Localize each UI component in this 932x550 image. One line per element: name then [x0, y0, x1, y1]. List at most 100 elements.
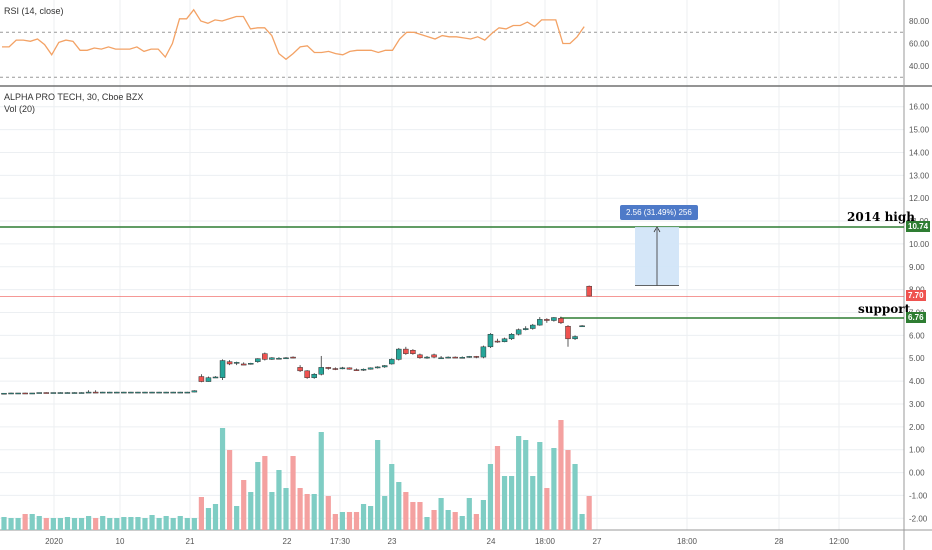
- time-axis-label: 17:30: [330, 537, 351, 546]
- candle-body: [424, 356, 430, 359]
- volume-bar: [382, 496, 388, 530]
- volume-bar: [177, 516, 183, 530]
- candle-body: [276, 357, 282, 360]
- price-axis-label: 14.00: [909, 148, 930, 157]
- price-axis-label: 16.00: [909, 103, 930, 112]
- volume-bar: [283, 488, 289, 530]
- volume-bar: [205, 508, 212, 530]
- price-axis-label: 9.00: [909, 263, 925, 272]
- candle-body: [565, 325, 571, 340]
- candle-body: [85, 391, 92, 394]
- candle-body: [43, 392, 50, 394]
- price-axis-label: 10.00: [909, 240, 930, 249]
- candle-body: [515, 329, 522, 335]
- candle-body: [360, 368, 367, 371]
- rsi-axis-label: 60.00: [909, 40, 930, 49]
- candle-body: [283, 357, 289, 360]
- volume-bar: [184, 518, 190, 530]
- volume-bar: [135, 517, 141, 530]
- candle-body: [452, 356, 458, 359]
- volume-bar: [8, 518, 14, 530]
- volume-bar: [551, 448, 557, 530]
- volume-bar: [100, 516, 106, 530]
- volume-bar: [262, 456, 268, 530]
- candle-body: [579, 325, 585, 328]
- candle-body: [156, 391, 162, 394]
- candle-body: [558, 317, 564, 324]
- volume-bar: [142, 518, 148, 530]
- measure-arrowhead: [653, 226, 661, 233]
- candle-body: [551, 317, 557, 321]
- candle-body: [92, 391, 99, 394]
- volume-bar: [311, 494, 317, 530]
- volume-bar: [375, 440, 381, 530]
- volume-bar: [501, 476, 508, 530]
- annotation-2014-high[interactable]: 2014 high: [847, 210, 915, 224]
- volume-bar: [29, 514, 35, 530]
- volume-label: Vol (20): [4, 104, 36, 114]
- price-axis-label: 13.00: [909, 171, 930, 180]
- volume-bar: [50, 518, 56, 530]
- symbol-title[interactable]: ALPHA PRO TECH, 30, Cboe BZX: [4, 92, 144, 102]
- candle-body: [501, 338, 508, 343]
- candle-body: [530, 324, 536, 329]
- volume-bar: [473, 514, 479, 530]
- price-axis-label: -2.00: [909, 514, 928, 523]
- candle-body: [389, 359, 395, 365]
- candle-body: [142, 391, 148, 394]
- candle-body: [212, 376, 219, 379]
- candle-body: [1, 392, 7, 395]
- volume-bar: [438, 498, 444, 530]
- candle-body: [544, 319, 550, 321]
- volume-bar: [290, 456, 296, 530]
- time-axis-label: 27: [593, 537, 602, 546]
- price-axis-label: 3.00: [909, 400, 925, 409]
- time-axis-label: 22: [283, 537, 292, 546]
- volume-bar: [128, 517, 134, 530]
- candle-body: [537, 319, 543, 326]
- candle-body: [248, 363, 254, 365]
- price-tag-2014-high: 10.74: [906, 221, 931, 232]
- candle-body: [191, 390, 198, 393]
- rsi-axis-label: 40.00: [909, 62, 930, 71]
- volume-bar: [191, 518, 197, 530]
- volume-bar: [389, 464, 395, 530]
- volume-bar: [523, 440, 529, 530]
- time-axis-label: 24: [487, 537, 496, 546]
- volume-bar: [494, 446, 501, 530]
- volume-bar: [339, 512, 345, 530]
- candle-body: [240, 363, 247, 366]
- candle-body: [50, 392, 57, 394]
- volume-bar: [86, 516, 92, 530]
- volume-bar: [368, 506, 374, 530]
- candle-body: [262, 353, 268, 360]
- volume-bar: [57, 518, 63, 530]
- volume-bar: [417, 502, 423, 530]
- price-axis-label: 0.00: [909, 469, 925, 478]
- candle-body: [177, 391, 183, 394]
- rsi-line: [2, 8, 585, 61]
- time-axis-label: 21: [186, 537, 195, 546]
- candle-body: [269, 357, 275, 360]
- volume-bar: [487, 464, 494, 530]
- candle-body: [64, 392, 71, 394]
- time-axis-label: 23: [388, 537, 397, 546]
- candle-body: [71, 392, 78, 394]
- candle-body: [255, 358, 261, 362]
- measure-label[interactable]: 2.56 (31.49%) 256: [620, 205, 698, 220]
- volume-bar: [269, 492, 275, 530]
- candle-body: [205, 377, 212, 382]
- candle-body: [367, 367, 374, 370]
- candle-body: [114, 391, 120, 394]
- candle-body: [480, 346, 487, 358]
- candle-body: [318, 367, 324, 375]
- price-axis-label: 5.00: [909, 354, 925, 363]
- time-axis-label: 10: [116, 537, 125, 546]
- time-axis-label: 12:00: [829, 537, 850, 546]
- candle-body: [135, 391, 141, 394]
- annotation-support[interactable]: support: [858, 302, 911, 316]
- volume-bar: [572, 464, 578, 530]
- candle-body: [353, 369, 360, 371]
